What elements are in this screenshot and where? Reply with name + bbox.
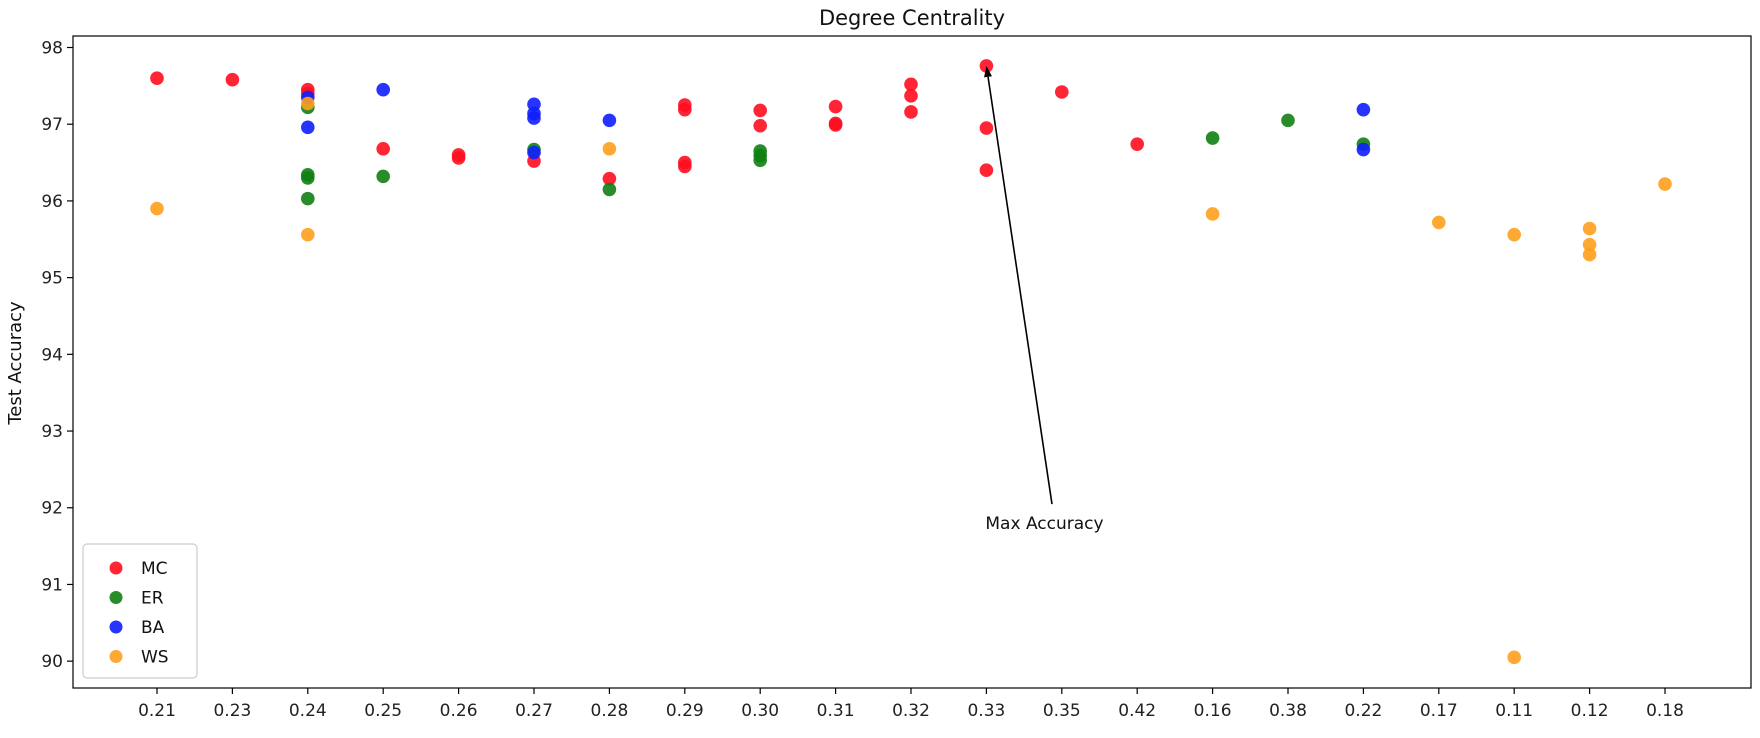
legend-marker-er: [109, 591, 123, 604]
annotation-arrowhead: [984, 65, 992, 78]
y-tick-label: 94: [41, 345, 63, 365]
point-mc: [979, 163, 994, 178]
y-tick-label: 92: [41, 499, 63, 519]
point-mc: [1130, 137, 1144, 151]
point-ba: [376, 82, 391, 97]
y-axis-ticks: 90 91 92 93 94 95 96 97 98: [41, 39, 73, 672]
chart-title: Degree Centrality: [819, 6, 1005, 30]
point-ws: [150, 201, 164, 216]
point-mc: [828, 118, 843, 132]
point-ws: [1432, 215, 1446, 230]
point-er: [1205, 131, 1220, 145]
x-tick-label: 0.24: [289, 701, 327, 721]
x-tick-label: 0.11: [1495, 701, 1533, 721]
point-ba: [1356, 142, 1371, 157]
x-tick-label: 0.29: [666, 701, 704, 721]
point-mc: [678, 159, 692, 174]
legend-marker-ba: [109, 620, 123, 634]
x-tick-label: 0.28: [590, 701, 628, 721]
y-tick-label: 98: [41, 39, 63, 59]
point-ba: [301, 120, 315, 135]
annotation-arrow-shaft: [987, 76, 1053, 505]
point-mc: [1055, 85, 1069, 99]
y-axis-label: Test Accuracy: [5, 301, 26, 426]
legend-box: [82, 543, 198, 679]
x-tick-label: 0.27: [515, 701, 553, 721]
point-ws: [1582, 221, 1597, 236]
x-tick-label: 0.22: [1344, 701, 1382, 721]
point-er: [301, 171, 315, 185]
point-er: [753, 153, 767, 168]
legend: MC ER BA WS: [82, 543, 198, 679]
point-ws: [1658, 177, 1672, 191]
point-mc: [753, 103, 767, 118]
point-mc: [904, 77, 918, 92]
x-tick-label: 0.12: [1571, 701, 1609, 721]
point-ws: [1582, 237, 1597, 252]
point-mc: [979, 121, 994, 135]
x-tick-label: 0.16: [1194, 701, 1232, 721]
annotation-text: Max Accuracy: [985, 514, 1103, 534]
point-mc: [150, 71, 164, 85]
annotation-layer: Max Accuracy: [984, 65, 1104, 534]
point-mc: [225, 72, 240, 87]
plot-area-frame: [72, 35, 1752, 689]
x-tick-label: 0.25: [364, 701, 402, 721]
y-tick-label: 96: [41, 192, 63, 212]
x-tick-label: 0.23: [213, 701, 251, 721]
point-mc: [451, 151, 466, 165]
x-tick-label: 0.26: [440, 701, 478, 721]
point-ws: [1507, 650, 1521, 665]
point-ws: [602, 141, 617, 156]
x-tick-label: 0.18: [1646, 701, 1684, 721]
point-ba: [602, 113, 617, 128]
point-er: [602, 182, 617, 197]
point-mc: [904, 89, 918, 103]
x-tick-label: 0.30: [741, 701, 779, 721]
legend-label-ws: WS: [141, 648, 169, 668]
point-ws: [301, 96, 315, 111]
y-tick-label: 95: [41, 269, 63, 289]
data-points: [150, 59, 1672, 665]
x-tick-label: 0.35: [1043, 701, 1081, 721]
point-mc: [376, 141, 391, 156]
point-mc: [828, 99, 843, 114]
x-tick-label: 0.32: [892, 701, 930, 721]
point-ba: [527, 111, 541, 125]
x-axis-ticks: 0.21 0.23 0.24 0.25 0.26 0.27 0.28 0.29 0.30 0.31…: [138, 688, 1684, 721]
point-ws: [1205, 207, 1220, 221]
legend-label-er: ER: [141, 589, 164, 609]
legend-label-mc: MC: [141, 559, 168, 579]
legend-marker-mc: [109, 561, 123, 575]
point-er: [376, 169, 391, 184]
x-tick-label: 0.31: [817, 701, 855, 721]
x-tick-label: 0.33: [967, 701, 1005, 721]
legend-label-ba: BA: [141, 618, 165, 638]
point-mc: [678, 102, 692, 117]
point-ba: [527, 145, 541, 160]
x-tick-label: 0.38: [1269, 701, 1307, 721]
point-mc: [904, 105, 918, 119]
y-tick-label: 97: [41, 115, 63, 135]
point-ba: [1356, 102, 1371, 117]
point-er: [301, 191, 315, 206]
point-mc: [602, 171, 617, 186]
x-tick-label: 0.17: [1420, 701, 1458, 721]
x-tick-label: 0.42: [1118, 701, 1156, 721]
x-tick-label: 0.21: [138, 701, 176, 721]
y-tick-label: 91: [41, 575, 63, 595]
y-tick-label: 90: [41, 652, 63, 672]
y-tick-label: 93: [41, 422, 63, 442]
point-ws: [1582, 247, 1597, 262]
point-ws: [301, 227, 315, 242]
legend-marker-ws: [109, 650, 123, 663]
point-mc: [753, 118, 767, 133]
point-er: [1281, 113, 1295, 128]
point-ws: [1507, 227, 1521, 242]
